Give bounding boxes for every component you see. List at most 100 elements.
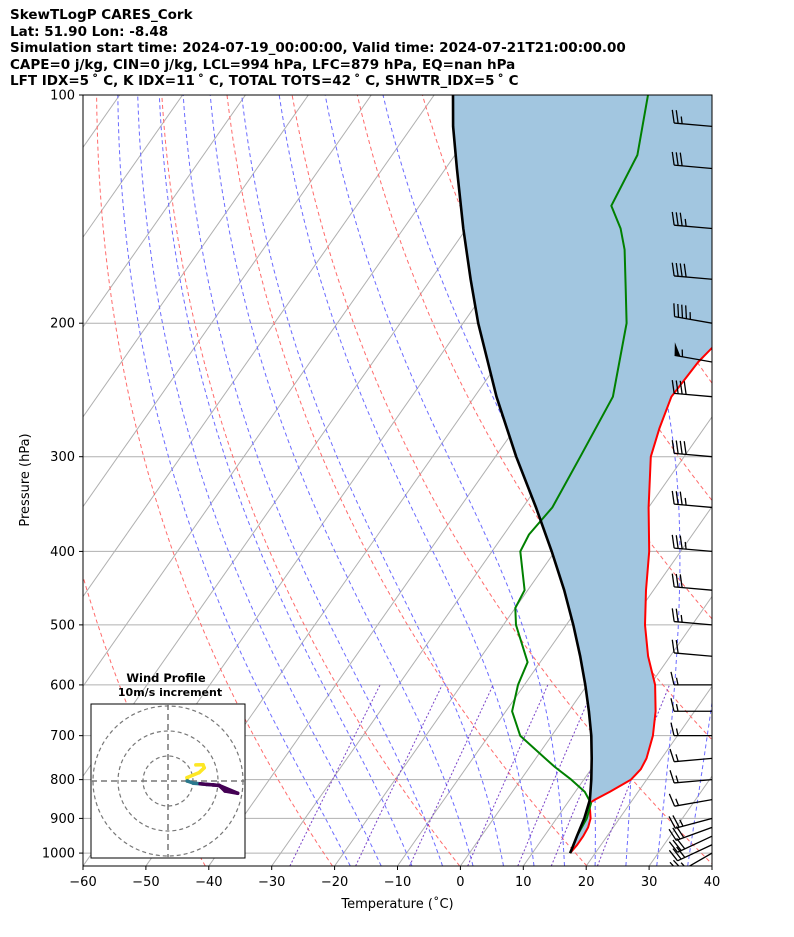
wind-profile-inset: Wind Profile 10m/s increment [90,671,246,859]
barb-full [675,212,679,226]
x-tick-label: 10 [515,875,532,890]
y-tick-label: 900 [50,812,75,827]
chart-header: SkewTLogP CARES_Cork Lat: 51.90 Lon: -8.… [10,7,626,90]
barb-full [669,770,675,784]
wind-barb [669,852,712,866]
wind-barb [670,698,712,712]
dry-adiabat [96,95,333,866]
barb-full [679,440,683,455]
barb-half [680,614,683,623]
barb-full [675,440,679,454]
x-tick-label: −50 [132,875,159,890]
barb-full [668,828,677,841]
barb-full [672,859,680,866]
barb-staff [674,315,712,324]
barb-full [679,152,683,166]
barb-full [679,263,683,277]
barb-full [671,211,675,226]
dry-adiabat [748,95,794,866]
barb-full [675,110,679,124]
x-tick-label: −40 [195,875,222,890]
x-tick-label: −30 [258,875,285,890]
hodograph-segment [198,782,209,787]
wind-barb [671,211,712,230]
profile-layer [451,95,712,854]
barb-half [675,703,679,712]
wind-barb [673,303,712,324]
barb-full [675,380,679,394]
barb-half [680,116,683,124]
moist-adiabat [158,95,413,866]
x-tick-label: 20 [578,875,595,890]
moist-adiabat [137,95,382,866]
inset-title: Wind Profile [126,671,206,685]
wind-barb [671,573,712,591]
barb-staff [674,547,712,553]
barb-full [675,535,679,549]
barb-full [668,793,676,807]
barb-staff [674,652,712,657]
index-line: LFT IDX=5 ˚ C, K IDX=11 ˚ C, TOTAL TOTS=… [10,73,519,90]
wind-barbs [668,109,712,866]
barb-full [679,535,683,549]
isotherm-line [83,95,183,239]
barb-full [671,109,675,124]
moist-adiabat [719,95,794,866]
wind-barb [668,815,712,829]
dewpoint-line [511,95,649,854]
wind-barb [671,608,712,626]
y-tick-label: 1000 [42,847,75,862]
barb-full [670,698,675,712]
barb-staff [677,844,712,862]
wind-barb [674,342,712,363]
cape-shading [453,95,712,854]
y-tick-label: 500 [50,618,75,633]
barb-full [668,841,679,853]
moist-adiabat [209,95,474,866]
barb-half [675,754,679,762]
barb-full [679,491,683,505]
wind-barb [670,671,712,686]
y-tick-label: 700 [50,729,75,744]
dry-adiabat [0,95,78,866]
moist-adiabat [182,95,444,866]
wind-barb [668,844,712,862]
barb-full [683,263,687,278]
x-tick-label: −10 [384,875,411,890]
wind-barb [671,151,712,170]
barb-full [675,639,679,654]
wind-barb [671,109,712,128]
mixing-ratio-line [467,684,549,866]
barb-half [684,541,687,550]
barb-staff [677,835,712,853]
barb-staff [674,798,712,807]
wind-barb [669,748,712,763]
barb-flag [674,342,681,357]
dry-adiabat [291,95,712,865]
barb-full [671,573,675,587]
y-tick-label: 600 [50,678,75,693]
barb-staff [674,392,712,398]
isotherm-line [711,865,712,866]
mixing-ratio-line [550,684,627,866]
barb-staff [674,586,712,591]
isotherm-line [459,505,712,866]
wind-barb [668,835,712,853]
barb-staff [674,757,712,763]
barb-full [683,441,687,455]
barb-half [675,677,679,686]
barb-half [675,798,680,806]
wind-barb [671,639,712,657]
barb-staff [674,503,712,509]
hodograph-ring [117,730,219,832]
mixing-ratio-line [409,684,494,866]
temperature-line [569,346,712,854]
barb-full [671,380,675,394]
barb-staff [674,452,712,458]
x-tick-label: 40 [704,875,721,890]
parcel-line [451,95,594,854]
barb-full [672,839,682,851]
y-axis-label: Pressure (hPa) [18,433,33,526]
barb-staff [674,275,712,280]
barb-full [675,573,679,588]
